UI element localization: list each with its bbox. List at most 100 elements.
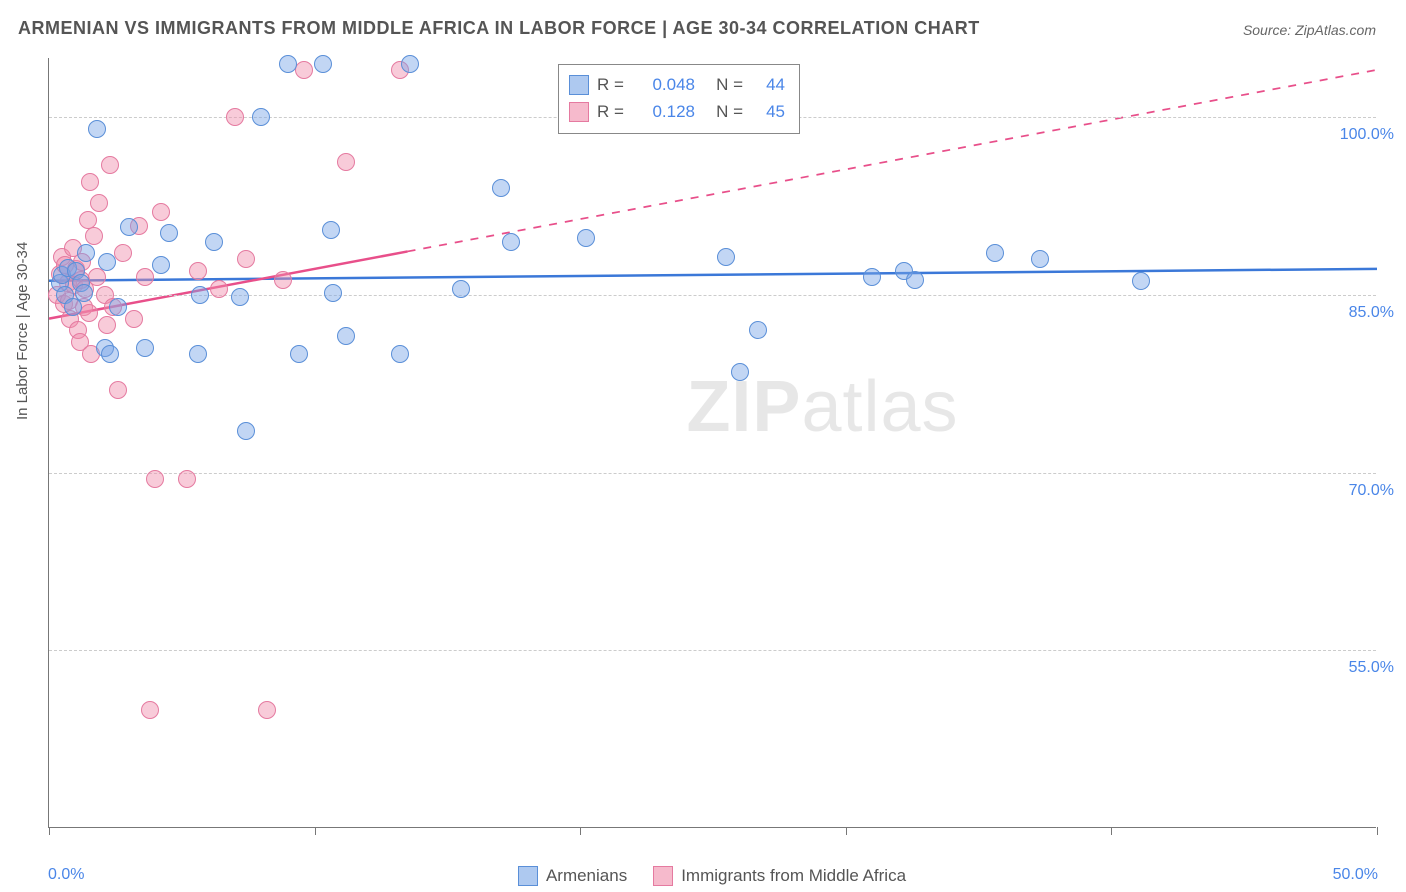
data-point [401,55,419,73]
data-point [101,156,119,174]
legend-swatch [569,75,589,95]
plot-area: ZIPatlas [48,58,1376,828]
data-point [986,244,1004,262]
data-point [717,248,735,266]
legend-item: Armenians [518,866,627,886]
r-value: 0.048 [635,71,695,98]
data-point [295,61,313,79]
trend-line-dashed [408,70,1377,252]
data-point [80,304,98,322]
x-tick-label: 0.0% [48,866,84,884]
data-point [109,381,127,399]
gridline-h [49,650,1376,651]
data-point [101,345,119,363]
data-point [226,108,244,126]
data-point [252,108,270,126]
data-point [75,284,93,302]
n-value: 45 [751,98,785,125]
x-tick [580,827,581,835]
data-point [109,298,127,316]
y-axis-label: In Labor Force | Age 30-34 [14,242,31,420]
y-tick-label: 70.0% [1349,482,1394,500]
y-tick-label: 100.0% [1340,126,1394,144]
data-point [81,173,99,191]
r-label: R = [597,98,627,125]
data-point [152,256,170,274]
data-point [237,422,255,440]
data-point [863,268,881,286]
data-point [314,55,332,73]
data-point [125,310,143,328]
data-point [337,153,355,171]
trend-lines-layer [49,58,1376,827]
legend-label: Armenians [546,866,627,886]
data-point [731,363,749,381]
correlation-row: R = 0.128 N = 45 [569,98,785,125]
gridline-h [49,473,1376,474]
trend-line-solid [49,269,1377,281]
legend-label: Immigrants from Middle Africa [681,866,906,886]
r-label: R = [597,71,627,98]
n-label: N = [703,98,743,125]
n-label: N = [703,71,743,98]
data-point [749,321,767,339]
n-value: 44 [751,71,785,98]
data-point [146,470,164,488]
correlation-legend-box: R = 0.048 N = 44 R = 0.128 N = 45 [558,64,800,134]
data-point [906,271,924,289]
data-point [189,262,207,280]
data-point [114,244,132,262]
y-tick-label: 85.0% [1349,304,1394,322]
data-point [577,229,595,247]
data-point [178,470,196,488]
data-point [88,120,106,138]
data-point [98,316,116,334]
data-point [85,227,103,245]
data-point [1132,272,1150,290]
bottom-legend: Armenians Immigrants from Middle Africa [48,866,1376,886]
data-point [502,233,520,251]
data-point [77,244,95,262]
x-tick [846,827,847,835]
data-point [324,284,342,302]
source-attribution: Source: ZipAtlas.com [1243,22,1376,38]
x-tick [1377,827,1378,835]
data-point [90,194,108,212]
data-point [279,55,297,73]
data-point [210,280,228,298]
data-point [452,280,470,298]
data-point [141,701,159,719]
data-point [322,221,340,239]
legend-swatch [518,866,538,886]
data-point [98,253,116,271]
data-point [1031,250,1049,268]
legend-swatch [569,102,589,122]
data-point [189,345,207,363]
x-tick [49,827,50,835]
data-point [237,250,255,268]
correlation-row: R = 0.048 N = 44 [569,71,785,98]
data-point [258,701,276,719]
data-point [274,271,292,289]
data-point [160,224,178,242]
data-point [391,345,409,363]
data-point [492,179,510,197]
data-point [290,345,308,363]
chart-title: ARMENIAN VS IMMIGRANTS FROM MIDDLE AFRIC… [18,18,980,39]
data-point [152,203,170,221]
data-point [191,286,209,304]
data-point [136,339,154,357]
r-value: 0.128 [635,98,695,125]
x-tick [315,827,316,835]
data-point [231,288,249,306]
data-point [88,268,106,286]
data-point [337,327,355,345]
data-point [205,233,223,251]
x-tick [1111,827,1112,835]
data-point [120,218,138,236]
y-tick-label: 55.0% [1349,659,1394,677]
data-point [136,268,154,286]
legend-swatch [653,866,673,886]
x-tick-label: 50.0% [1333,866,1378,884]
legend-item: Immigrants from Middle Africa [653,866,906,886]
